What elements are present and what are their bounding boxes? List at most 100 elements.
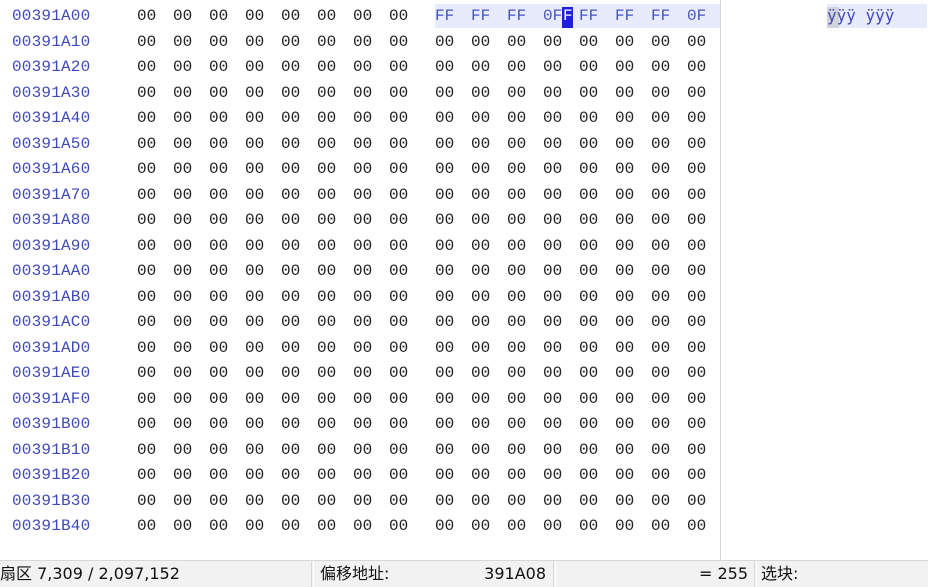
hex-byte[interactable]: 00 xyxy=(471,440,491,459)
hex-byte[interactable]: 00 xyxy=(137,440,157,459)
hex-byte[interactable]: 00 xyxy=(173,185,193,204)
hex-byte[interactable]: 00 xyxy=(543,134,563,153)
row-offset[interactable]: 00391B20 xyxy=(12,466,91,484)
hex-byte[interactable]: 00 xyxy=(615,58,635,76)
row-offset[interactable]: 00391AA0 xyxy=(12,262,91,280)
hex-byte[interactable]: 00 xyxy=(615,83,635,102)
hex-byte[interactable]: 00 xyxy=(507,491,527,510)
hex-byte[interactable]: FF xyxy=(579,7,599,25)
hex-byte[interactable]: 00 xyxy=(507,58,527,76)
row-offset[interactable]: 00391B40 xyxy=(12,517,91,535)
hex-byte[interactable]: 00 xyxy=(245,313,265,331)
hex-byte[interactable]: 00 xyxy=(435,364,455,382)
row-offset[interactable]: 00391AD0 xyxy=(12,338,91,357)
hex-byte[interactable]: 00 xyxy=(615,440,635,459)
hex-byte[interactable]: 00 xyxy=(615,364,635,382)
hex-byte[interactable]: 00 xyxy=(471,160,491,178)
hex-byte[interactable]: 00 xyxy=(317,491,337,510)
hex-byte[interactable]: 00 xyxy=(507,32,527,51)
hex-byte[interactable]: 00 xyxy=(281,83,301,102)
hex-byte[interactable]: 00 xyxy=(579,58,599,76)
hex-byte[interactable]: 00 xyxy=(615,185,635,204)
hex-byte[interactable]: 00 xyxy=(651,211,671,229)
hex-byte[interactable]: 00 xyxy=(173,466,193,484)
hex-byte[interactable]: 00 xyxy=(317,83,337,102)
hex-byte[interactable]: 00 xyxy=(209,517,229,535)
hex-byte[interactable]: 00 xyxy=(543,466,563,484)
hex-byte[interactable]: 00 xyxy=(137,211,157,229)
hex-byte[interactable]: 00 xyxy=(687,160,707,178)
hex-editor-view[interactable]: 00391A00 00391A10 00391A20 00391A30 00391A40… xyxy=(0,0,928,560)
hex-byte[interactable]: 00 xyxy=(353,338,373,357)
hex-byte[interactable]: 00 xyxy=(173,134,193,153)
hex-byte[interactable]: 00 xyxy=(245,160,265,178)
hex-byte[interactable]: 00 xyxy=(353,415,373,433)
hex-byte[interactable]: 00 xyxy=(615,287,635,306)
hex-byte[interactable]: 00 xyxy=(245,517,265,535)
hex-byte[interactable]: 00 xyxy=(209,32,229,51)
hex-byte[interactable]: 00 xyxy=(209,415,229,433)
hex-byte[interactable]: 00 xyxy=(389,262,409,280)
hex-byte[interactable]: 00 xyxy=(317,466,337,484)
hex-byte[interactable]: 00 xyxy=(281,491,301,510)
hex-byte[interactable]: 00 xyxy=(507,262,527,280)
hex-byte[interactable]: 00 xyxy=(209,7,229,25)
hex-byte[interactable]: 00 xyxy=(389,7,409,25)
hex-byte[interactable]: 00 xyxy=(435,32,455,51)
hex-byte[interactable]: 00 xyxy=(281,364,301,382)
hex-byte[interactable]: 00 xyxy=(281,160,301,178)
hex-byte[interactable]: 00 xyxy=(507,160,527,178)
row-offset[interactable]: 00391A00 xyxy=(12,7,91,25)
hex-byte[interactable]: 00 xyxy=(507,83,527,102)
hex-byte[interactable]: 00 xyxy=(543,491,563,510)
hex-byte[interactable]: 00 xyxy=(543,58,563,76)
hex-byte[interactable]: 00 xyxy=(687,32,707,51)
hex-byte[interactable]: 00 xyxy=(317,517,337,535)
hex-byte[interactable]: 00 xyxy=(687,211,707,229)
hex-byte[interactable]: 00 xyxy=(615,211,635,229)
hex-row[interactable]: 00 00 00 00 00 00 00 00 00 00 00 00 00 00 00 00 xyxy=(127,489,720,514)
hex-byte[interactable]: 00 xyxy=(435,313,455,331)
hex-byte[interactable]: 00 xyxy=(471,338,491,357)
hex-byte[interactable]: FF xyxy=(651,7,671,25)
hex-row[interactable]: 00 00 00 00 00 00 00 00 00 00 00 00 00 00 00 00 xyxy=(127,55,720,80)
hex-byte[interactable]: 00 xyxy=(137,364,157,382)
hex-byte[interactable]: 00 xyxy=(245,415,265,433)
hex-byte[interactable]: 00 xyxy=(579,313,599,331)
hex-byte[interactable]: 00 xyxy=(245,338,265,357)
hex-byte[interactable]: 00 xyxy=(281,134,301,153)
hex-byte[interactable]: 00 xyxy=(507,415,527,433)
hex-byte[interactable]: 00 xyxy=(507,389,527,408)
hex-byte[interactable]: 00 xyxy=(353,389,373,408)
hex-byte[interactable]: 00 xyxy=(615,313,635,331)
hex-byte[interactable]: 00 xyxy=(615,236,635,255)
hex-byte[interactable]: 00 xyxy=(317,185,337,204)
hex-byte[interactable]: 00 xyxy=(651,32,671,51)
hex-byte[interactable]: 00 xyxy=(507,185,527,204)
hex-byte[interactable]: 00 xyxy=(137,415,157,433)
hex-byte[interactable]: 00 xyxy=(353,440,373,459)
hex-byte[interactable]: 00 xyxy=(173,491,193,510)
hex-byte[interactable]: 00 xyxy=(435,83,455,102)
hex-byte[interactable]: 00 xyxy=(173,109,193,127)
hex-byte[interactable]: 00 xyxy=(137,236,157,255)
hex-byte[interactable]: 00 xyxy=(543,415,563,433)
hex-byte[interactable]: 00 xyxy=(281,262,301,280)
row-offset[interactable]: 00391A60 xyxy=(12,160,91,178)
hex-row[interactable]: 00 00 00 00 00 00 00 00 00 00 00 00 00 00 00 00 xyxy=(127,157,720,182)
hex-byte[interactable]: 00 xyxy=(137,185,157,204)
hex-byte[interactable]: 00 xyxy=(245,32,265,51)
hex-byte[interactable]: 00 xyxy=(435,262,455,280)
hex-row[interactable]: 00 00 00 00 00 00 00 00 00 00 00 00 00 00 00 00 xyxy=(127,183,720,208)
hex-byte[interactable]: 00 xyxy=(281,109,301,127)
hex-byte[interactable]: 00 xyxy=(543,364,563,382)
hex-byte[interactable]: 00 xyxy=(389,364,409,382)
hex-byte[interactable]: 00 xyxy=(435,466,455,484)
hex-byte[interactable]: 00 xyxy=(579,389,599,408)
hex-byte[interactable]: 00 xyxy=(615,338,635,357)
hex-byte[interactable]: 00 xyxy=(281,517,301,535)
hex-byte[interactable]: 00 xyxy=(615,415,635,433)
hex-byte[interactable]: 00 xyxy=(317,236,337,255)
hex-byte[interactable]: 00 xyxy=(317,287,337,306)
hex-byte[interactable]: 00 xyxy=(687,313,707,331)
